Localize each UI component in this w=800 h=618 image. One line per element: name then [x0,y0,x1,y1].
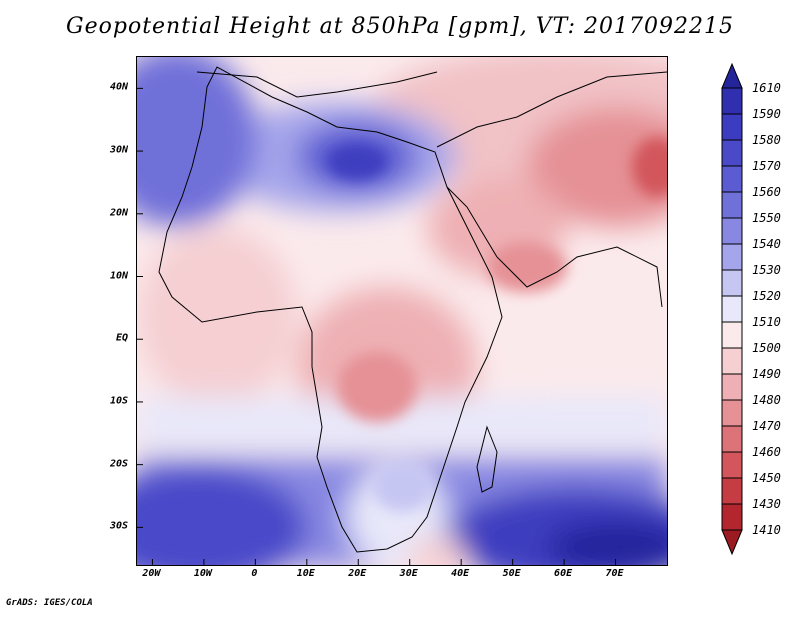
colorbar-bottom-arrow [721,529,743,556]
colorbar-level-label: 1590 [752,107,781,121]
lon-label: 0 [251,568,258,579]
coastlines [158,66,667,553]
colorbar-level-label: 1520 [752,289,781,303]
lat-label: 20S [109,458,128,470]
colorbar-level-label: 1480 [752,393,781,407]
colorbar-swatch [721,217,743,245]
colorbar-swatch [721,347,743,375]
geopotential-field [137,57,667,565]
colorbar-swatch [721,165,743,193]
colorbar-level-label: 1470 [752,419,781,433]
colorbar-level-label: 1500 [752,341,781,355]
colorbar-level-label: 1530 [752,263,781,277]
colorbar-swatch [721,321,743,349]
colorbar-swatch [721,425,743,453]
lon-label: 50E [502,568,521,579]
lat-label: 30N [109,144,128,156]
colorbar-level-label: 1450 [752,471,781,485]
colorbar-swatch [721,373,743,401]
colorbar-level-label: 1610 [752,81,781,95]
colorbar-swatch [721,191,743,219]
lat-label: 10S [109,395,128,407]
lat-label: 30S [109,520,128,532]
colorbar-swatch [721,243,743,271]
lat-label: 10N [109,270,128,281]
colorbar-level-label: 1550 [752,211,781,225]
colorbar-level-label: 1430 [752,497,781,511]
colorbar-level-label: 1580 [752,133,781,147]
colorbar-swatch [721,451,743,479]
colorbar-swatch [721,139,743,167]
lon-label: 60E [554,568,573,579]
graticule [137,87,617,565]
lat-label: 40N [109,81,128,93]
colorbar-swatch [721,503,743,531]
lon-label: 70E [605,568,624,579]
colorbar-level-label: 1540 [752,237,781,251]
colorbar-swatch [721,399,743,427]
credit-text: GrADS: IGES/COLA [6,598,93,608]
colorbar-level-label: 1410 [752,523,781,537]
lon-label: 20W [142,568,161,579]
colorbar-swatch [721,295,743,323]
lat-label: EQ [115,332,128,344]
map-plot-area [136,56,668,566]
colorbar-level-label: 1460 [752,445,781,459]
lon-label: 10E [296,568,315,579]
colorbar-top-arrow [721,62,743,89]
lon-label: 30E [399,568,418,579]
lon-label: 10W [193,568,212,579]
lon-label: 20E [348,568,367,579]
lat-label: 20N [109,207,128,219]
lon-label: 40E [451,568,470,579]
colorbar-level-label: 1570 [752,159,781,173]
colorbar [721,62,743,556]
colorbar-level-label: 1560 [752,185,781,199]
field-details [327,137,667,512]
colorbar-swatch [721,113,743,141]
colorbar-swatch [721,477,743,505]
colorbar-level-label: 1490 [752,367,781,381]
colorbar-swatch [721,87,743,115]
chart-title: Geopotential Height at 850hPa [gpm], VT:… [66,14,734,39]
colorbar-swatch [721,269,743,297]
colorbar-level-label: 1510 [752,315,781,329]
